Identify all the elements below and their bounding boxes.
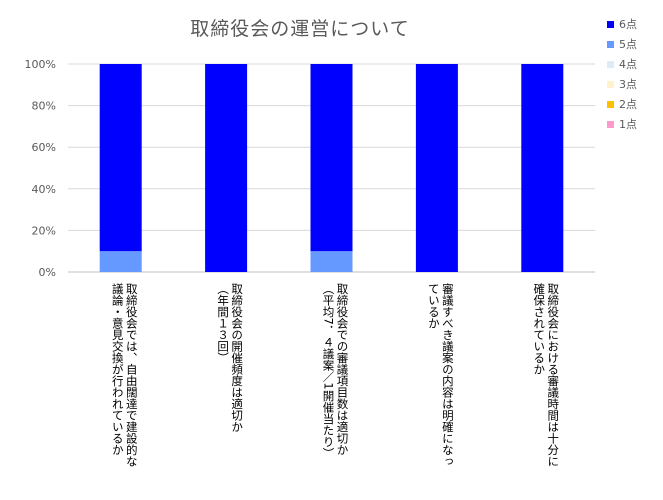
y-tick-label: 0% [39,266,56,279]
legend: 6点 5点 4点 3点 2点 1点 [607,14,663,134]
legend-swatch [607,100,614,108]
legend-swatch [607,120,614,128]
legend-label: 4点 [619,58,637,71]
x-tick-label: 審議すべき議案の内容は明確になっ ているか [426,283,455,467]
legend-item: 3点 [607,74,663,94]
bar-segment-6点 [521,64,564,272]
y-tick-label: 40% [32,183,56,196]
chart-title: 取締役会の運営について [190,18,410,40]
legend-label: 1点 [619,118,637,131]
y-tick-label: 100% [25,58,56,71]
legend-item: 5点 [607,34,663,54]
legend-swatch [607,20,614,28]
legend-item: 4点 [607,54,663,74]
y-tick-label: 20% [32,224,56,237]
bar-segment-6点 [415,64,458,272]
legend-label: 2点 [619,98,637,111]
y-tick-label: 80% [32,100,56,113]
legend-swatch [607,40,614,48]
legend-label: 3点 [619,78,637,91]
x-tick-label: 取締役会の開催頻度は適切か （年間１３回） [216,283,245,433]
bar-stacks [99,64,564,272]
bar-segment-6点 [310,64,353,252]
legend-item: 6点 [607,14,663,34]
bar-segment-5点 [310,251,353,272]
y-tick-labels: 0% 20% 40% 60% 80% 100% [25,58,56,279]
bar-segment-6点 [205,64,248,272]
x-tick-label: 取締役会での審議項目数は適切か （平均7．４議案／1開催当たり） [321,283,350,459]
x-tick-label: 取締役会では、自由闊達で建設的な 議論・意見交換が行われているか [110,283,139,467]
legend-item: 1点 [607,114,663,134]
legend-item: 2点 [607,94,663,114]
x-tick-label: 取締役会における審議時間は十分に 確保されているか [532,283,561,467]
legend-label: 5点 [619,38,637,51]
bar-segment-6点 [99,64,142,252]
bar-segment-5点 [99,251,142,272]
legend-label: 6点 [619,18,637,31]
legend-swatch [607,80,614,88]
legend-swatch [607,60,614,68]
y-tick-label: 60% [32,141,56,154]
